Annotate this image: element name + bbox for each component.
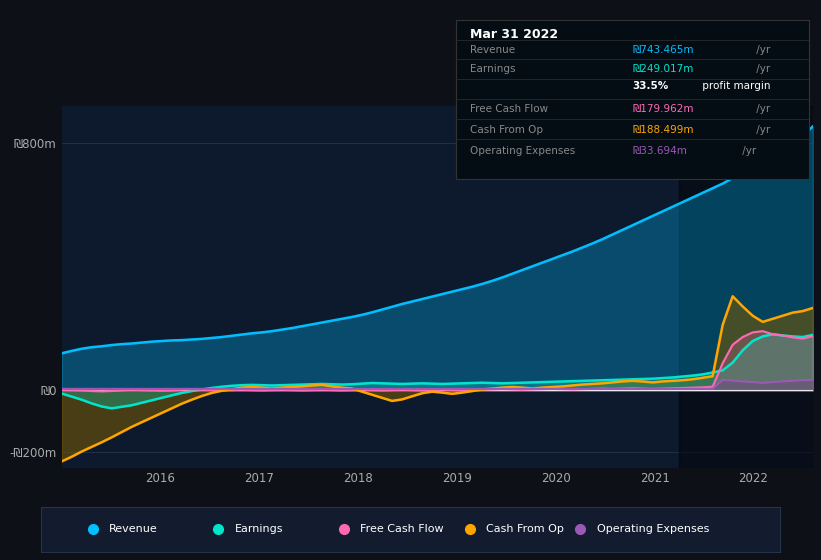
Text: Cash From Op: Cash From Op <box>470 125 543 135</box>
Text: /yr: /yr <box>753 104 770 114</box>
Text: Revenue: Revenue <box>109 524 158 534</box>
Text: 33.5%: 33.5% <box>632 81 668 91</box>
Text: Cash From Op: Cash From Op <box>486 524 564 534</box>
Text: ₪249.017m: ₪249.017m <box>632 64 694 74</box>
Text: /yr: /yr <box>753 125 770 135</box>
Text: Operating Expenses: Operating Expenses <box>470 146 575 156</box>
Text: Free Cash Flow: Free Cash Flow <box>470 104 548 114</box>
Text: Earnings: Earnings <box>470 64 516 74</box>
Text: Revenue: Revenue <box>470 45 515 55</box>
Text: ₪188.499m: ₪188.499m <box>632 125 694 135</box>
Text: /yr: /yr <box>753 45 770 55</box>
Text: Mar 31 2022: Mar 31 2022 <box>470 29 558 41</box>
Text: /yr: /yr <box>740 146 757 156</box>
Bar <box>679 106 813 468</box>
Text: profit margin: profit margin <box>699 81 771 91</box>
Text: ₪179.962m: ₪179.962m <box>632 104 694 114</box>
Text: Free Cash Flow: Free Cash Flow <box>360 524 444 534</box>
Text: Operating Expenses: Operating Expenses <box>597 524 709 534</box>
Text: Earnings: Earnings <box>235 524 283 534</box>
Text: ₪743.465m: ₪743.465m <box>632 45 694 55</box>
Text: ₪33.694m: ₪33.694m <box>632 146 687 156</box>
Text: /yr: /yr <box>753 64 770 74</box>
